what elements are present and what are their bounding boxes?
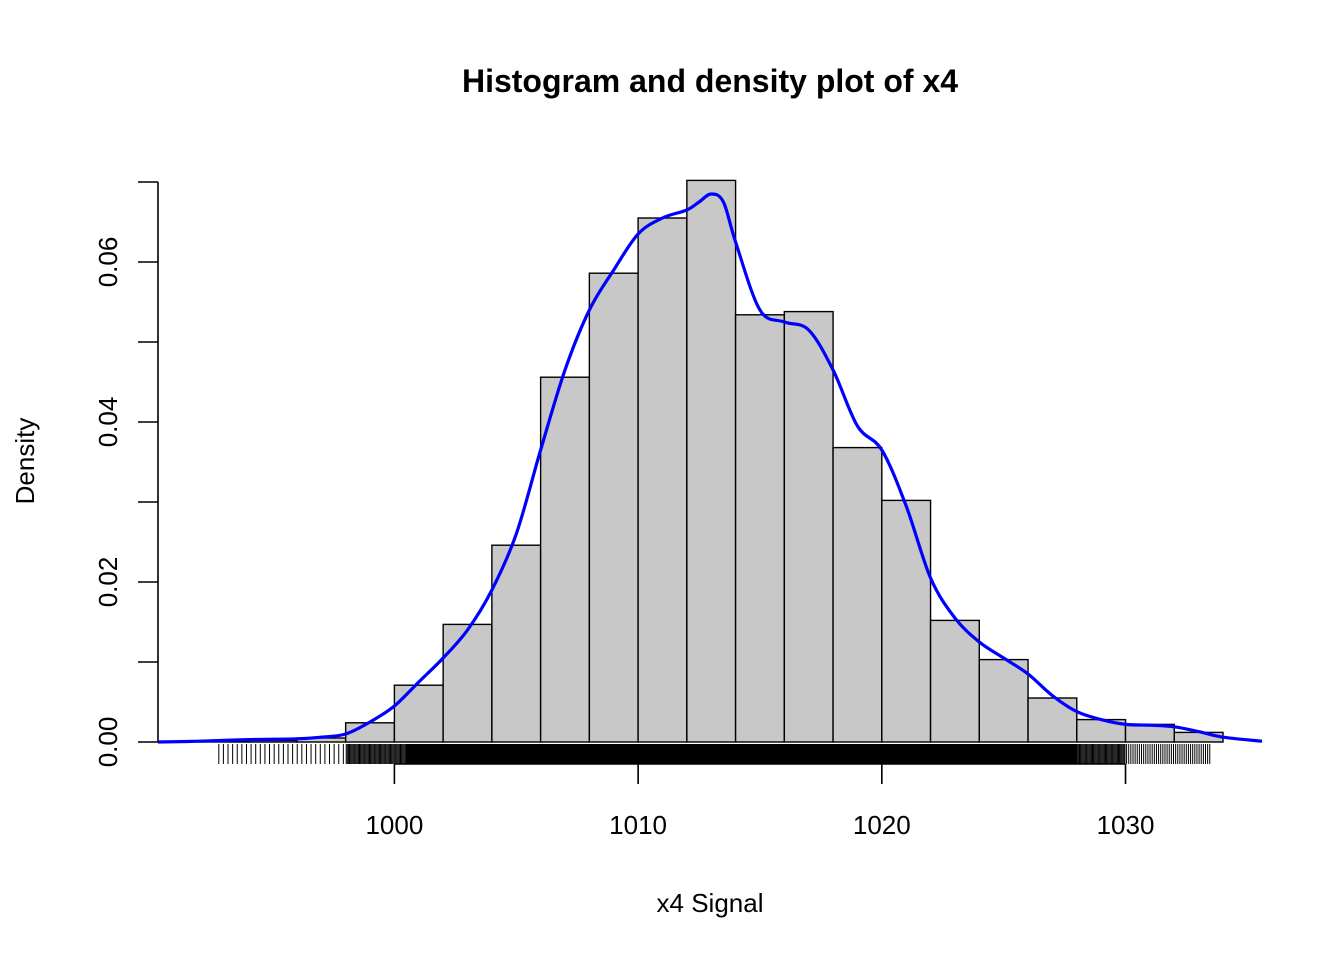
y-axis: 0.00 0.02 0.04 0.06	[93, 181, 159, 768]
histogram-bar	[832, 446, 883, 743]
histogram-bar	[393, 684, 444, 743]
density-curve	[157, 192, 1263, 744]
histogram-bar	[442, 623, 493, 743]
histogram-bar	[637, 217, 688, 743]
x-tick-label: 1000	[365, 810, 423, 840]
histogram-bar	[881, 499, 932, 743]
histogram-bar	[686, 179, 737, 743]
histogram-bars	[198, 179, 1224, 743]
x-tick-label: 1030	[1097, 810, 1155, 840]
histogram-bar	[783, 310, 834, 743]
histogram-bar	[978, 658, 1029, 743]
y-axis-label: Density	[10, 418, 40, 505]
y-tick-label: 0.02	[93, 557, 123, 608]
x-tick-label: 1020	[853, 810, 911, 840]
histogram-bar	[539, 376, 591, 743]
histogram-bar	[734, 314, 786, 743]
histogram-bar	[588, 272, 639, 743]
rug-marks	[218, 744, 1211, 764]
y-tick-label: 0.00	[93, 717, 123, 768]
chart-title: Histogram and density plot of x4	[462, 63, 958, 99]
histogram-bar	[491, 544, 542, 743]
x-axis-label: x4 Signal	[657, 888, 764, 918]
histogram-bar	[1027, 697, 1078, 743]
x-tick-label: 1010	[609, 810, 667, 840]
y-tick-label: 0.04	[93, 397, 123, 448]
x-axis: 1000 1010 1020 1030	[365, 763, 1155, 840]
histogram-bar	[929, 619, 980, 743]
y-tick-label: 0.06	[93, 237, 123, 288]
